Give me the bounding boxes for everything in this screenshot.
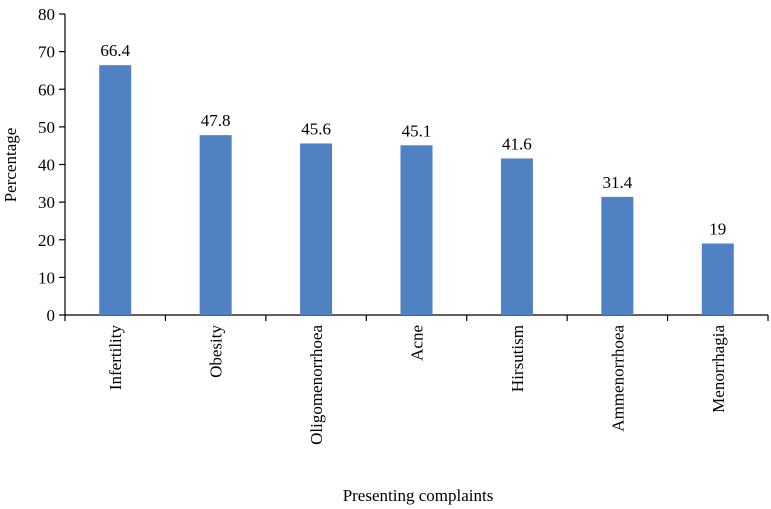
bar-infertility [99,65,132,315]
category-label: Acne [408,325,427,361]
category-label: Infertility [106,325,125,391]
data-labels: 66.4 47.8 45.6 45.1 41.6 31.4 19 [100,41,726,238]
y-tick-label: 30 [38,193,55,212]
category-labels: Infertility Obesity Oligomenorrhoea Acne Hir… [106,325,728,445]
data-label: 45.1 [402,121,432,140]
data-label: 19 [709,220,726,239]
x-axis-title: Presenting complaints [343,486,494,505]
bars [99,65,734,315]
y-tick-label: 10 [38,268,55,287]
y-tick-label: 50 [38,118,55,137]
bar-menorrhagia [701,243,734,315]
bar-ammenorrhoea [601,196,634,315]
y-tick-label: 80 [38,5,55,24]
category-label: Hirsutism [508,325,527,392]
y-axis: 0 10 20 30 40 50 60 70 80 [38,5,66,325]
data-label: 45.6 [301,119,331,138]
y-tick-label: 0 [47,306,56,325]
data-label: 66.4 [100,41,130,60]
y-tick-label: 70 [38,43,55,62]
bar-acne [400,145,433,315]
category-label: Obesity [207,325,226,378]
y-axis-title: Percentage [1,128,20,203]
data-label: 47.8 [201,111,231,130]
bar-oligomenorrhoea [300,143,333,315]
category-label: Menorrhagia [709,325,728,413]
x-axis [64,314,769,321]
data-label: 31.4 [602,173,632,192]
category-label: Ammenorrhoea [608,325,627,432]
data-label: 41.6 [502,134,532,153]
y-tick-label: 60 [38,80,55,99]
bar-hirsutism [500,158,533,315]
category-label: Oligomenorrhoea [307,325,326,445]
y-tick-label: 20 [38,231,55,250]
bar-obesity [199,135,232,315]
y-tick-label: 40 [38,156,55,175]
